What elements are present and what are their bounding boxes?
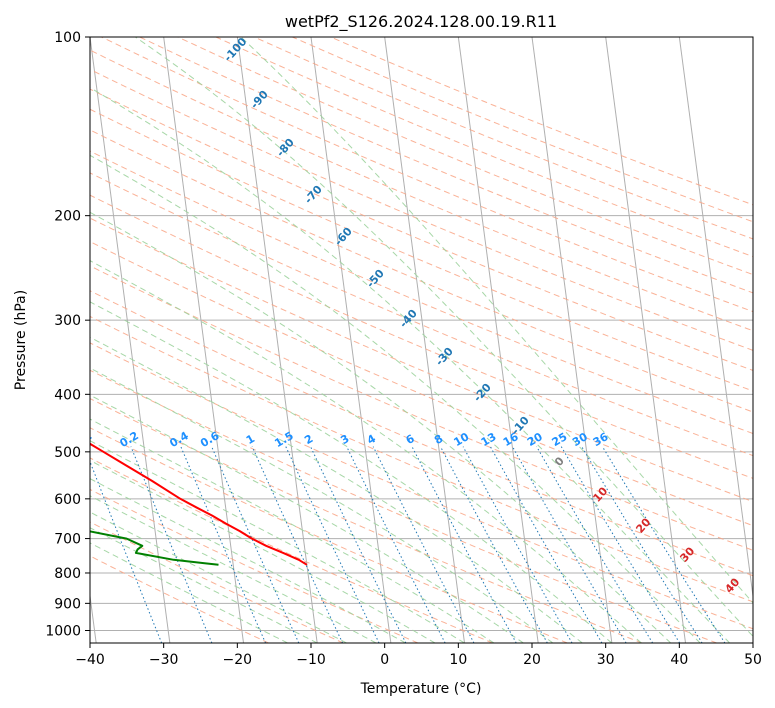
dry-adiabat-line <box>90 241 753 527</box>
x-axis-ticks: −40 −30 −20 −10 0 10 20 30 40 50 <box>75 643 762 668</box>
dry-adiabat-line <box>90 217 753 503</box>
y-tick-label: 400 <box>54 387 81 403</box>
moist-adiabat-line <box>90 154 701 643</box>
mixing-ratio-line <box>180 446 267 643</box>
isotherm-line <box>163 37 245 643</box>
x-tick-label: 10 <box>449 652 467 668</box>
x-tick-label: −10 <box>296 652 326 668</box>
chart-title: wetPf2_S126.2024.128.00.19.R11 <box>285 12 557 32</box>
moist-adiabat-line <box>90 367 554 643</box>
y-tick-label: 300 <box>54 313 81 329</box>
moist-adiabat-line <box>90 440 465 643</box>
dry-adiabat-line <box>90 88 753 371</box>
x-tick-label: 40 <box>670 652 688 668</box>
y-tick-label: 1000 <box>45 624 81 640</box>
dry-adiabat-line <box>100 37 753 313</box>
isotherm-line <box>531 37 613 643</box>
x-tick-label: −20 <box>223 652 253 668</box>
y-tick-label: 200 <box>54 209 81 225</box>
moist-adiabats <box>90 37 753 643</box>
moist-adiabat-line <box>90 418 495 643</box>
mixing-ratio-line <box>536 446 654 643</box>
moist-adiabat-line <box>90 301 613 643</box>
dry-adiabat-line <box>90 457 493 643</box>
moist-adiabat-line <box>90 511 347 643</box>
dry-adiabat-line <box>90 369 718 643</box>
moist-adiabat-line <box>90 478 406 643</box>
y-tick-label: 100 <box>54 30 81 46</box>
mixing-ratio-line <box>130 446 213 643</box>
moist-adiabat-line <box>90 459 436 643</box>
isotherm-line <box>678 37 753 600</box>
dry-adiabat-line <box>90 397 643 643</box>
isotherm-line <box>605 37 687 643</box>
dry-adiabat-line <box>90 427 568 643</box>
y-tick-label: 700 <box>54 532 81 548</box>
mixing-ratio-line <box>489 446 603 643</box>
isotherm-line <box>310 37 392 643</box>
y-tick-label: 800 <box>54 566 81 582</box>
mixing-ratio-line <box>601 446 726 643</box>
y-tick-label: 600 <box>54 492 81 508</box>
mixing-ratio-line <box>440 446 548 643</box>
mixing-ratio-line <box>581 446 703 643</box>
dry-adiabat-line <box>90 150 753 435</box>
dry-adiabat-line <box>90 315 753 603</box>
temperature-line <box>90 442 308 566</box>
x-tick-label: 50 <box>744 652 762 668</box>
moist-adiabat-line <box>90 495 377 643</box>
isotherm-line <box>236 37 318 643</box>
plot-frame <box>89 36 754 644</box>
moist-adiabat-line <box>90 211 672 643</box>
moist-adiabat-line <box>135 37 753 638</box>
dry-adiabats <box>90 37 753 643</box>
mixing-ratio-line <box>512 446 627 643</box>
moist-adiabat-line <box>90 260 642 643</box>
x-tick-label: 20 <box>523 652 541 668</box>
y-tick-label: 500 <box>54 445 81 461</box>
mixing-ratio-line <box>285 446 380 643</box>
dry-adiabat-line <box>176 37 753 276</box>
mixing-ratio-line <box>310 446 407 643</box>
isotherm-line <box>457 37 539 643</box>
isotherm-line <box>90 37 171 643</box>
dry-adiabat-line <box>90 488 419 643</box>
y-axis-ticks: 100 200 300 400 500 600 700 800 900 1000 <box>45 30 90 640</box>
dry-adiabat-line <box>90 129 753 413</box>
dry-adiabat-line <box>90 265 753 551</box>
mixing-ratio-line <box>560 446 681 643</box>
x-tick-label: 30 <box>597 652 615 668</box>
moist-adiabat-line <box>90 542 288 643</box>
sounding-traces <box>90 442 308 566</box>
moist-adiabat-line <box>90 394 524 643</box>
dry-adiabat-line <box>90 49 753 332</box>
x-tick-label: −40 <box>75 652 105 668</box>
x-tick-label: 0 <box>380 652 389 668</box>
x-axis-label: Temperature (°C) <box>360 681 482 697</box>
dry-adiabat-line <box>90 194 753 479</box>
dry-adiabat-line <box>90 521 344 643</box>
x-tick-label: −30 <box>149 652 179 668</box>
dry-adiabat-line <box>90 342 753 630</box>
y-axis-label: Pressure (hPa) <box>13 290 29 390</box>
isohume-label: 0.1 <box>71 429 94 450</box>
moist-adiabat-line <box>90 87 731 643</box>
y-tick-label: 900 <box>54 596 81 612</box>
moist-adiabat-line <box>90 527 318 643</box>
